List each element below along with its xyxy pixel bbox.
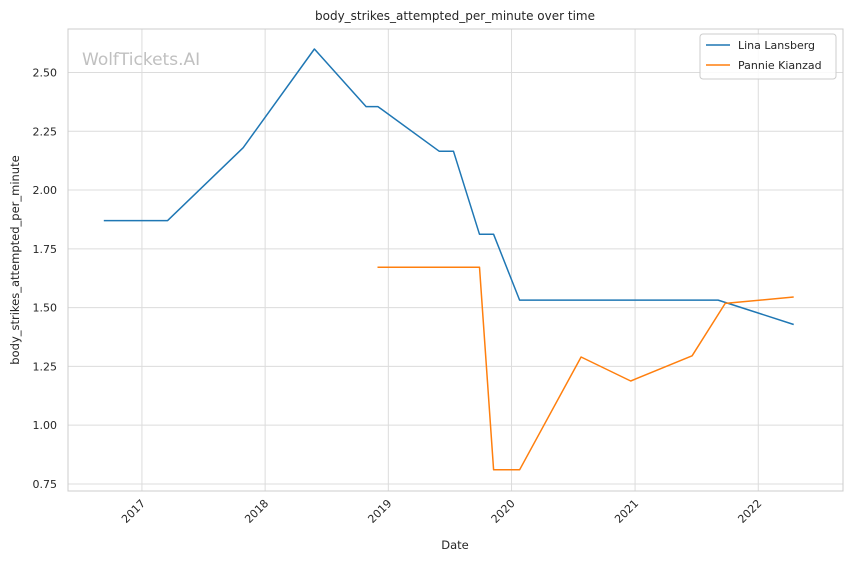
legend: Lina Lansberg Pannie Kianzad [699,33,837,80]
series-line-lina-lansberg [103,48,794,326]
watermark: WolfTickets.AI [82,50,200,70]
legend-label-pannie-kianzad: Pannie Kianzad [738,59,822,72]
series-line-pannie-kianzad [377,266,794,471]
chart-title: body_strikes_attempted_per_minute over t… [315,9,595,23]
y-tick-label: 1.25 [33,360,58,373]
y-tick-label: 2.00 [33,184,58,197]
y-tick-label: 1.00 [33,419,58,432]
series-layer [103,48,794,471]
y-tick-label: 1.50 [33,302,58,315]
y-tick-label: 2.50 [33,66,58,79]
legend-label-lina-lansberg: Lina Lansberg [738,39,815,52]
y-tick-label: 1.75 [33,243,58,256]
y-tick-label: 0.75 [33,478,58,491]
x-axis-label: Date [441,538,469,552]
y-tick-labels: 0.75 1.00 1.25 1.50 1.75 2.00 2.25 2.50 [33,66,58,490]
y-tick-label: 2.25 [33,125,58,138]
legend-box [699,33,837,80]
grid-layer [68,29,843,491]
y-axis-label: body_strikes_attempted_per_minute [8,155,22,364]
plot-frame [67,28,844,492]
